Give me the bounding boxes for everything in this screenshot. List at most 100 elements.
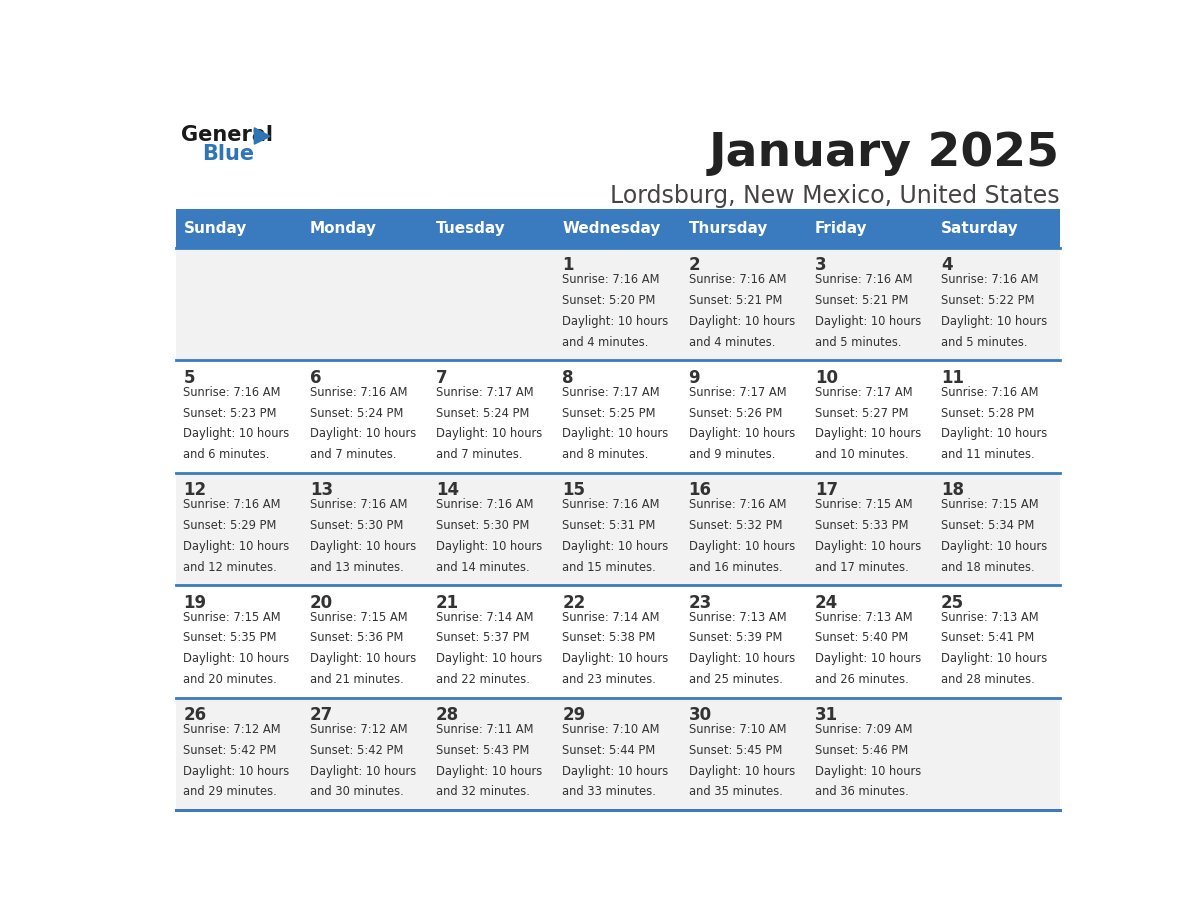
Text: and 23 minutes.: and 23 minutes. [562,673,656,686]
Text: 28: 28 [436,706,459,724]
Bar [808,361,934,473]
Text: 18: 18 [941,481,965,499]
Text: and 16 minutes.: and 16 minutes. [689,561,782,574]
Text: and 4 minutes.: and 4 minutes. [562,336,649,349]
Bar [429,585,555,698]
Text: Sunrise: 7:17 AM: Sunrise: 7:17 AM [689,386,786,398]
Bar [555,209,681,248]
Text: 15: 15 [562,481,586,499]
Text: 17: 17 [815,481,838,499]
Bar [555,585,681,698]
Bar [555,473,681,585]
Text: Friday: Friday [815,221,867,236]
Text: 1: 1 [562,256,574,274]
Text: 3: 3 [815,256,827,274]
Text: Sunset: 5:22 PM: Sunset: 5:22 PM [941,295,1035,308]
Text: Thursday: Thursday [689,221,767,236]
Text: 16: 16 [689,481,712,499]
Text: Sunrise: 7:17 AM: Sunrise: 7:17 AM [436,386,533,398]
Text: Sunset: 5:30 PM: Sunset: 5:30 PM [310,519,403,532]
Text: Sunset: 5:33 PM: Sunset: 5:33 PM [815,519,909,532]
Bar [429,698,555,810]
Text: 31: 31 [815,706,838,724]
Text: and 15 minutes.: and 15 minutes. [562,561,656,574]
Text: Daylight: 10 hours: Daylight: 10 hours [815,315,921,328]
Text: Sunset: 5:43 PM: Sunset: 5:43 PM [436,744,530,756]
Text: and 11 minutes.: and 11 minutes. [941,448,1035,461]
Text: Daylight: 10 hours: Daylight: 10 hours [689,428,795,441]
Text: and 4 minutes.: and 4 minutes. [689,336,775,349]
Text: Sunrise: 7:16 AM: Sunrise: 7:16 AM [815,274,912,286]
Bar [303,585,429,698]
Bar [303,698,429,810]
Text: Sunrise: 7:10 AM: Sunrise: 7:10 AM [689,723,786,736]
Bar [681,473,808,585]
Text: 5: 5 [183,369,195,386]
Text: and 5 minutes.: and 5 minutes. [941,336,1028,349]
Text: Sunrise: 7:14 AM: Sunrise: 7:14 AM [436,610,533,623]
Text: Lordsburg, New Mexico, United States: Lordsburg, New Mexico, United States [611,185,1060,208]
Text: Sunrise: 7:15 AM: Sunrise: 7:15 AM [310,610,407,623]
Text: and 10 minutes.: and 10 minutes. [815,448,909,461]
Bar [808,698,934,810]
Bar [176,698,303,810]
Text: Wednesday: Wednesday [562,221,661,236]
Text: Daylight: 10 hours: Daylight: 10 hours [183,428,290,441]
Text: Daylight: 10 hours: Daylight: 10 hours [562,765,669,778]
Text: Daylight: 10 hours: Daylight: 10 hours [815,540,921,553]
Bar [555,361,681,473]
Text: and 30 minutes.: and 30 minutes. [310,786,404,799]
Bar [176,209,303,248]
Text: Sunrise: 7:11 AM: Sunrise: 7:11 AM [436,723,533,736]
Text: 22: 22 [562,594,586,611]
Text: Monday: Monday [310,221,377,236]
Text: Sunset: 5:31 PM: Sunset: 5:31 PM [562,519,656,532]
Text: Sunrise: 7:16 AM: Sunrise: 7:16 AM [436,498,533,511]
Text: Sunset: 5:21 PM: Sunset: 5:21 PM [689,295,782,308]
Text: Daylight: 10 hours: Daylight: 10 hours [689,315,795,328]
Text: Sunset: 5:36 PM: Sunset: 5:36 PM [310,632,403,644]
Text: 9: 9 [689,369,700,386]
Text: 6: 6 [310,369,321,386]
Text: Sunset: 5:39 PM: Sunset: 5:39 PM [689,632,782,644]
Bar [303,209,429,248]
Text: 21: 21 [436,594,459,611]
Bar [681,585,808,698]
Text: Daylight: 10 hours: Daylight: 10 hours [815,765,921,778]
Text: 10: 10 [815,369,838,386]
Bar [176,248,303,361]
Text: 14: 14 [436,481,459,499]
Bar [681,698,808,810]
Text: and 9 minutes.: and 9 minutes. [689,448,775,461]
Text: January 2025: January 2025 [709,131,1060,176]
Text: and 22 minutes.: and 22 minutes. [436,673,530,686]
Text: 4: 4 [941,256,953,274]
Text: 23: 23 [689,594,712,611]
Text: Sunrise: 7:17 AM: Sunrise: 7:17 AM [562,386,659,398]
Bar [681,248,808,361]
Text: Daylight: 10 hours: Daylight: 10 hours [310,765,416,778]
Text: Sunset: 5:46 PM: Sunset: 5:46 PM [815,744,908,756]
Text: Sunset: 5:34 PM: Sunset: 5:34 PM [941,519,1035,532]
Bar [808,209,934,248]
Bar [934,698,1060,810]
Bar [176,361,303,473]
Bar [555,698,681,810]
Text: Sunrise: 7:16 AM: Sunrise: 7:16 AM [562,274,659,286]
Bar [934,209,1060,248]
Text: General: General [181,125,273,145]
Text: 24: 24 [815,594,838,611]
Bar [303,473,429,585]
Bar [429,361,555,473]
Text: Sunrise: 7:16 AM: Sunrise: 7:16 AM [310,498,407,511]
Bar [429,248,555,361]
Text: and 29 minutes.: and 29 minutes. [183,786,277,799]
Text: and 13 minutes.: and 13 minutes. [310,561,404,574]
Text: and 12 minutes.: and 12 minutes. [183,561,277,574]
Bar [176,473,303,585]
Text: Daylight: 10 hours: Daylight: 10 hours [562,315,669,328]
Text: Sunrise: 7:12 AM: Sunrise: 7:12 AM [310,723,407,736]
Text: Daylight: 10 hours: Daylight: 10 hours [436,428,542,441]
Text: Sunset: 5:41 PM: Sunset: 5:41 PM [941,632,1035,644]
Text: Sunrise: 7:13 AM: Sunrise: 7:13 AM [815,610,912,623]
